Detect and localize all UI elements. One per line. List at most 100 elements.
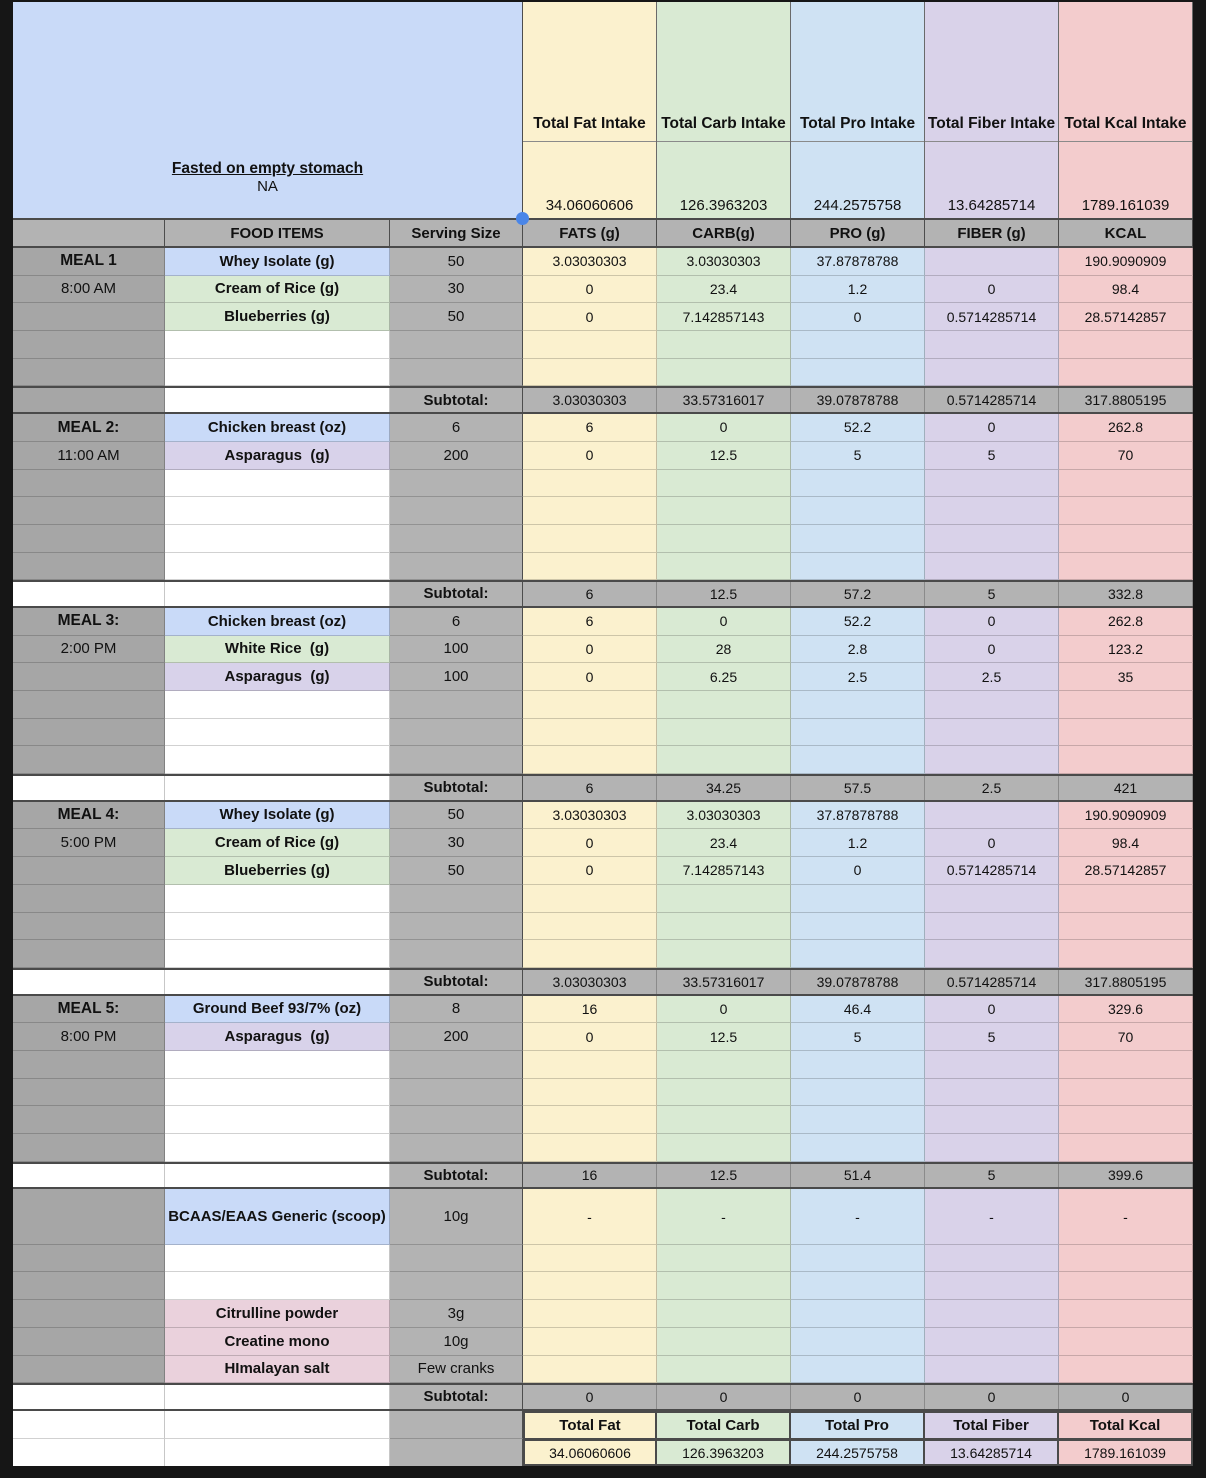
- food-item-cell[interactable]: Cream of Rice (g): [165, 275, 390, 304]
- macro-value-cell[interactable]: [925, 1300, 1059, 1328]
- meal-label-cell[interactable]: MEAL 3:: [13, 607, 165, 636]
- food-item-cell[interactable]: Creatine mono: [165, 1327, 390, 1356]
- subtotal-value-cell[interactable]: 0: [925, 1385, 1059, 1409]
- macro-value-cell[interactable]: 123.2: [1059, 635, 1193, 664]
- fiber-header[interactable]: FIBER (g): [925, 220, 1059, 246]
- subtotal-value-cell[interactable]: 332.8: [1059, 582, 1193, 606]
- food-empty-cell[interactable]: [165, 1244, 390, 1273]
- macro-value-cell[interactable]: [657, 746, 791, 775]
- macro-value-cell[interactable]: 98.4: [1059, 275, 1193, 304]
- macro-value-cell[interactable]: [523, 746, 657, 775]
- meal-label-cell[interactable]: MEAL 5:: [13, 995, 165, 1024]
- food-item-cell[interactable]: White Rice (g): [165, 635, 390, 664]
- serving-size-cell[interactable]: 200: [390, 441, 523, 470]
- total-fiber-value[interactable]: 13.64285714: [947, 197, 1036, 214]
- macro-value-cell[interactable]: [523, 1355, 657, 1384]
- macro-value-cell[interactable]: 0: [523, 663, 657, 691]
- macro-value-cell[interactable]: [657, 1244, 791, 1273]
- meal-label-cell[interactable]: MEAL 1: [13, 248, 165, 276]
- food-item-cell[interactable]: Asparagus (g): [165, 1023, 390, 1051]
- subtotal-filler-cell[interactable]: [165, 388, 390, 413]
- serving-size-cell[interactable]: 30: [390, 829, 523, 858]
- food-empty-cell[interactable]: [165, 331, 390, 359]
- serving-size-header[interactable]: Serving Size: [390, 220, 523, 246]
- macro-value-cell[interactable]: [791, 1106, 925, 1134]
- macro-value-cell[interactable]: [523, 524, 657, 553]
- meal-label-cell[interactable]: MEAL 2:: [13, 414, 165, 442]
- macro-value-cell[interactable]: [523, 552, 657, 581]
- food-empty-cell[interactable]: [165, 940, 390, 968]
- subtotal-label-cell[interactable]: Subtotal:: [390, 388, 523, 413]
- macro-value-cell[interactable]: 0.5714285714: [925, 857, 1059, 885]
- macro-value-cell[interactable]: 329.6: [1059, 995, 1193, 1024]
- food-empty-cell[interactable]: [165, 497, 390, 525]
- macro-value-cell[interactable]: [523, 1078, 657, 1107]
- meal-filler-cell[interactable]: [13, 358, 165, 387]
- meal-filler-cell[interactable]: [13, 1189, 165, 1245]
- macro-value-cell[interactable]: [657, 884, 791, 913]
- grand-total-fiber-value[interactable]: 13.64285714: [925, 1438, 1059, 1467]
- grand-total-kcal-value[interactable]: 1789.161039: [1059, 1438, 1193, 1467]
- macro-value-cell[interactable]: 0: [523, 275, 657, 304]
- meal-filler-cell[interactable]: [13, 1078, 165, 1107]
- macro-value-cell[interactable]: [523, 1106, 657, 1134]
- total-kcal-value[interactable]: 1789.161039: [1081, 197, 1170, 214]
- selection-handle[interactable]: [516, 212, 529, 225]
- meal-filler-cell[interactable]: [13, 1106, 165, 1134]
- meal-filler-cell[interactable]: [13, 524, 165, 553]
- meal-filler-cell[interactable]: [13, 884, 165, 913]
- serving-empty-cell[interactable]: [390, 912, 523, 941]
- total-carb-column[interactable]: Total Carb Intake 126.3963203: [657, 2, 791, 218]
- serving-empty-cell[interactable]: [390, 718, 523, 747]
- macro-value-cell[interactable]: [925, 746, 1059, 775]
- macro-value-cell[interactable]: 0.5714285714: [925, 303, 1059, 332]
- subtotal-filler-cell[interactable]: [165, 1385, 390, 1409]
- macro-value-cell[interactable]: 1.2: [791, 829, 925, 858]
- subtotal-label-cell[interactable]: Subtotal:: [390, 1385, 523, 1409]
- serving-empty-cell[interactable]: [390, 1244, 523, 1273]
- macro-value-cell[interactable]: [925, 358, 1059, 387]
- macro-value-cell[interactable]: [1059, 691, 1193, 719]
- subtotal-value-cell[interactable]: 34.25: [657, 776, 791, 800]
- serving-size-cell[interactable]: 50: [390, 857, 523, 885]
- macro-value-cell[interactable]: [791, 1134, 925, 1162]
- fats-header[interactable]: FATS (g): [523, 220, 657, 246]
- total-fiber-header[interactable]: Total Fiber Intake: [925, 2, 1058, 142]
- macro-value-cell[interactable]: [523, 884, 657, 913]
- macro-value-cell[interactable]: [925, 552, 1059, 581]
- meal-filler-cell[interactable]: [13, 497, 165, 525]
- macro-value-cell[interactable]: [1059, 1134, 1193, 1162]
- macro-value-cell[interactable]: 0: [925, 635, 1059, 664]
- macro-value-cell[interactable]: [925, 1134, 1059, 1162]
- macro-value-cell[interactable]: 46.4: [791, 995, 925, 1024]
- total-carb-header[interactable]: Total Carb Intake: [657, 2, 790, 142]
- subtotal-value-cell[interactable]: 421: [1059, 776, 1193, 800]
- macro-value-cell[interactable]: [657, 524, 791, 553]
- macro-value-cell[interactable]: [657, 552, 791, 581]
- macro-value-cell[interactable]: [1059, 912, 1193, 941]
- macro-value-cell[interactable]: 0: [925, 414, 1059, 442]
- macro-value-cell[interactable]: [925, 884, 1059, 913]
- subtotal-filler-cell[interactable]: [13, 1385, 165, 1409]
- empty-cell[interactable]: [165, 1438, 390, 1467]
- subtotal-value-cell[interactable]: 57.2: [791, 582, 925, 606]
- macro-value-cell[interactable]: [1059, 1327, 1193, 1356]
- meal-filler-cell[interactable]: [13, 663, 165, 691]
- subtotal-value-cell[interactable]: 0.5714285714: [925, 388, 1059, 413]
- meal-filler-cell[interactable]: [13, 469, 165, 498]
- subtotal-label-cell[interactable]: Subtotal:: [390, 582, 523, 606]
- macro-value-cell[interactable]: [791, 1244, 925, 1273]
- macro-value-cell[interactable]: [791, 469, 925, 498]
- total-kcal-column[interactable]: Total Kcal Intake 1789.161039: [1059, 2, 1193, 218]
- serving-empty-cell[interactable]: [390, 1050, 523, 1079]
- food-item-cell[interactable]: Ground Beef 93/7% (oz): [165, 995, 390, 1024]
- macro-value-cell[interactable]: [791, 1272, 925, 1301]
- macro-value-cell[interactable]: 3.03030303: [523, 248, 657, 276]
- macro-value-cell[interactable]: 23.4: [657, 275, 791, 304]
- serving-size-cell[interactable]: 10g: [390, 1327, 523, 1356]
- macro-value-cell[interactable]: [1059, 1300, 1193, 1328]
- macro-value-cell[interactable]: [791, 718, 925, 747]
- macro-value-cell[interactable]: [523, 1134, 657, 1162]
- grand-total-carb-label[interactable]: Total Carb: [657, 1410, 791, 1439]
- macro-value-cell[interactable]: 6: [523, 414, 657, 442]
